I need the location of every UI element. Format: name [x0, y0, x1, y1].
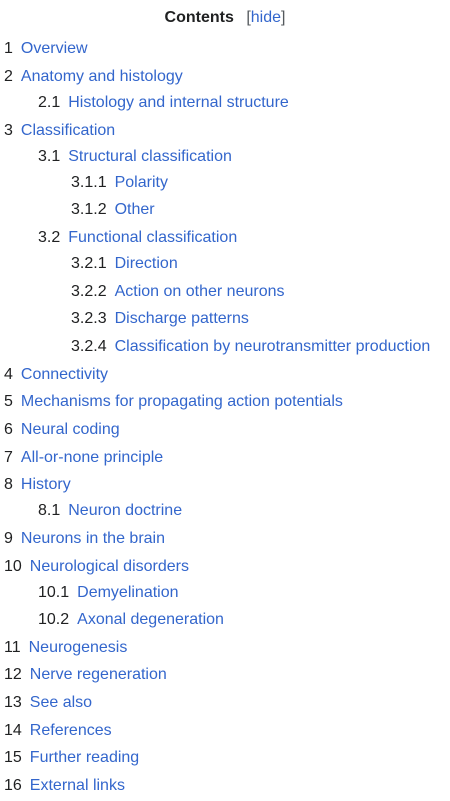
toc-toggle-close-bracket: ] — [281, 9, 286, 26]
toc-item-references[interactable]: 14 References — [0, 721, 112, 741]
toc-item-number: 3.2.3 — [71, 310, 107, 327]
toc-item-neural-coding[interactable]: 6 Neural coding — [0, 420, 120, 440]
toc-item-number: 3.2.1 — [71, 255, 107, 272]
toc-item-number: 6 — [4, 421, 13, 438]
toc-item-link[interactable]: Neurological disorders — [29, 558, 189, 575]
toc-item-link[interactable]: Neurons in the brain — [20, 530, 165, 547]
toc-item-number: 8 — [4, 476, 13, 493]
toc-item-number: 3.1.1 — [71, 174, 107, 191]
toc-item-link[interactable]: Mechanisms for propagating action potent… — [20, 393, 343, 410]
toc-item-number: 11 — [4, 639, 21, 656]
hide-toc-link[interactable]: hide — [250, 9, 282, 26]
toc-item-number: 5 — [4, 393, 13, 410]
toc-title: Contents — [164, 9, 234, 26]
toc-item-number: 2 — [4, 68, 13, 85]
toc-item-connectivity[interactable]: 4 Connectivity — [0, 365, 108, 385]
toc-item-link[interactable]: Functional classification — [68, 229, 238, 246]
toc-header: Contents [hide] — [0, 8, 450, 28]
toc-item-link[interactable]: See also — [29, 694, 93, 711]
toc-item-number: 3 — [4, 122, 13, 139]
toc-item-link[interactable]: Neuron doctrine — [68, 502, 183, 519]
toc-item-number: 14 — [4, 722, 22, 739]
toc-item-number: 3.2 — [38, 229, 61, 246]
toc-item-other[interactable]: 3.1.2 Other — [0, 200, 155, 220]
toc-item-link[interactable]: External links — [29, 777, 125, 794]
toc-item-action-on-other-neurons[interactable]: 3.2.2 Action on other neurons — [0, 282, 284, 302]
toc-toggle: [hide] — [246, 9, 285, 26]
toc-item-histology-and-internal-structure[interactable]: 2.1 Histology and internal structure — [0, 93, 289, 113]
toc-item-number: 3.1.2 — [71, 201, 107, 218]
toc-item-number: 15 — [4, 749, 22, 766]
toc-item-link[interactable]: Further reading — [29, 749, 140, 766]
toc-item-link[interactable]: Structural classification — [68, 148, 232, 165]
toc-item-nerve-regeneration[interactable]: 12 Nerve regeneration — [0, 665, 167, 685]
toc-item-number: 7 — [4, 449, 13, 466]
toc-item-axonal-degeneration[interactable]: 10.2 Axonal degeneration — [0, 610, 224, 630]
toc-item-neuron-doctrine[interactable]: 8.1 Neuron doctrine — [0, 501, 182, 521]
toc-item-number: 3.2.2 — [71, 283, 107, 300]
toc-item-number: 13 — [4, 694, 22, 711]
toc-item-link[interactable]: Neurogenesis — [28, 639, 128, 656]
toc-item-link[interactable]: Overview — [20, 40, 88, 57]
toc-item-link[interactable]: Histology and internal structure — [68, 94, 289, 111]
toc-item-number: 4 — [4, 366, 13, 383]
toc-item-link[interactable]: History — [20, 476, 71, 493]
toc-item-external-links[interactable]: 16 External links — [0, 776, 125, 796]
toc-item-see-also[interactable]: 13 See also — [0, 693, 92, 713]
toc-item-structural-classification[interactable]: 3.1 Structural classification — [0, 147, 232, 167]
toc-item-neurological-disorders[interactable]: 10 Neurological disorders — [0, 557, 189, 577]
toc-item-demyelination[interactable]: 10.1 Demyelination — [0, 583, 179, 603]
toc-toggle-open-bracket: [ — [246, 9, 251, 26]
toc-item-neurons-in-the-brain[interactable]: 9 Neurons in the brain — [0, 529, 165, 549]
toc-item-link[interactable]: References — [29, 722, 112, 739]
toc-item-link[interactable]: Classification — [20, 122, 116, 139]
toc-item-number: 16 — [4, 777, 22, 794]
toc-item-number: 1 — [4, 40, 13, 57]
toc-item-all-or-none-principle[interactable]: 7 All-or-none principle — [0, 448, 163, 468]
toc-item-functional-classification[interactable]: 3.2 Functional classification — [0, 228, 237, 248]
toc-item-link[interactable]: Action on other neurons — [114, 283, 285, 300]
toc-item-further-reading[interactable]: 15 Further reading — [0, 748, 139, 768]
toc-item-link[interactable]: Discharge patterns — [114, 310, 249, 327]
toc-item-link[interactable]: Polarity — [114, 174, 168, 191]
toc-item-link[interactable]: Demyelination — [77, 584, 179, 601]
toc-item-number: 10 — [4, 558, 22, 575]
toc-item-history[interactable]: 8 History — [0, 475, 71, 495]
toc-item-link[interactable]: Anatomy and histology — [20, 68, 183, 85]
toc-item-number: 12 — [4, 666, 22, 683]
toc-item-direction[interactable]: 3.2.1 Direction — [0, 254, 178, 274]
toc-item-number: 10.2 — [38, 611, 70, 628]
toc-item-link[interactable]: All-or-none principle — [20, 449, 164, 466]
toc-item-polarity[interactable]: 3.1.1 Polarity — [0, 173, 168, 193]
toc-item-discharge-patterns[interactable]: 3.2.3 Discharge patterns — [0, 309, 249, 329]
toc-item-number: 3.1 — [38, 148, 61, 165]
toc-item-number: 9 — [4, 530, 13, 547]
toc-item-number: 3.2.4 — [71, 338, 107, 355]
toc-item-classification-by-neurotransmitter-production[interactable]: 3.2.4 Classification by neurotransmitter … — [0, 337, 430, 357]
toc-item-number: 2.1 — [38, 94, 61, 111]
toc-item-anatomy-and-histology[interactable]: 2 Anatomy and histology — [0, 67, 183, 87]
toc-item-link[interactable]: Connectivity — [20, 366, 109, 383]
toc-item-link[interactable]: Direction — [114, 255, 178, 272]
toc-item-neurogenesis[interactable]: 11 Neurogenesis — [0, 638, 127, 658]
toc-item-number: 10.1 — [38, 584, 70, 601]
toc-item-link[interactable]: Other — [114, 201, 155, 218]
toc-item-number: 8.1 — [38, 502, 61, 519]
toc-item-classification[interactable]: 3 Classification — [0, 121, 115, 141]
toc-item-link[interactable]: Axonal degeneration — [77, 611, 224, 628]
toc-item-overview[interactable]: 1 Overview — [0, 39, 88, 59]
toc-item-link[interactable]: Nerve regeneration — [29, 666, 167, 683]
toc-item-mechanisms-for-propagating-action-potentials[interactable]: 5 Mechanisms for propagating action poten… — [0, 392, 343, 412]
toc-item-link[interactable]: Neural coding — [20, 421, 120, 438]
toc-item-link[interactable]: Classification by neurotransmitter produ… — [114, 338, 431, 355]
